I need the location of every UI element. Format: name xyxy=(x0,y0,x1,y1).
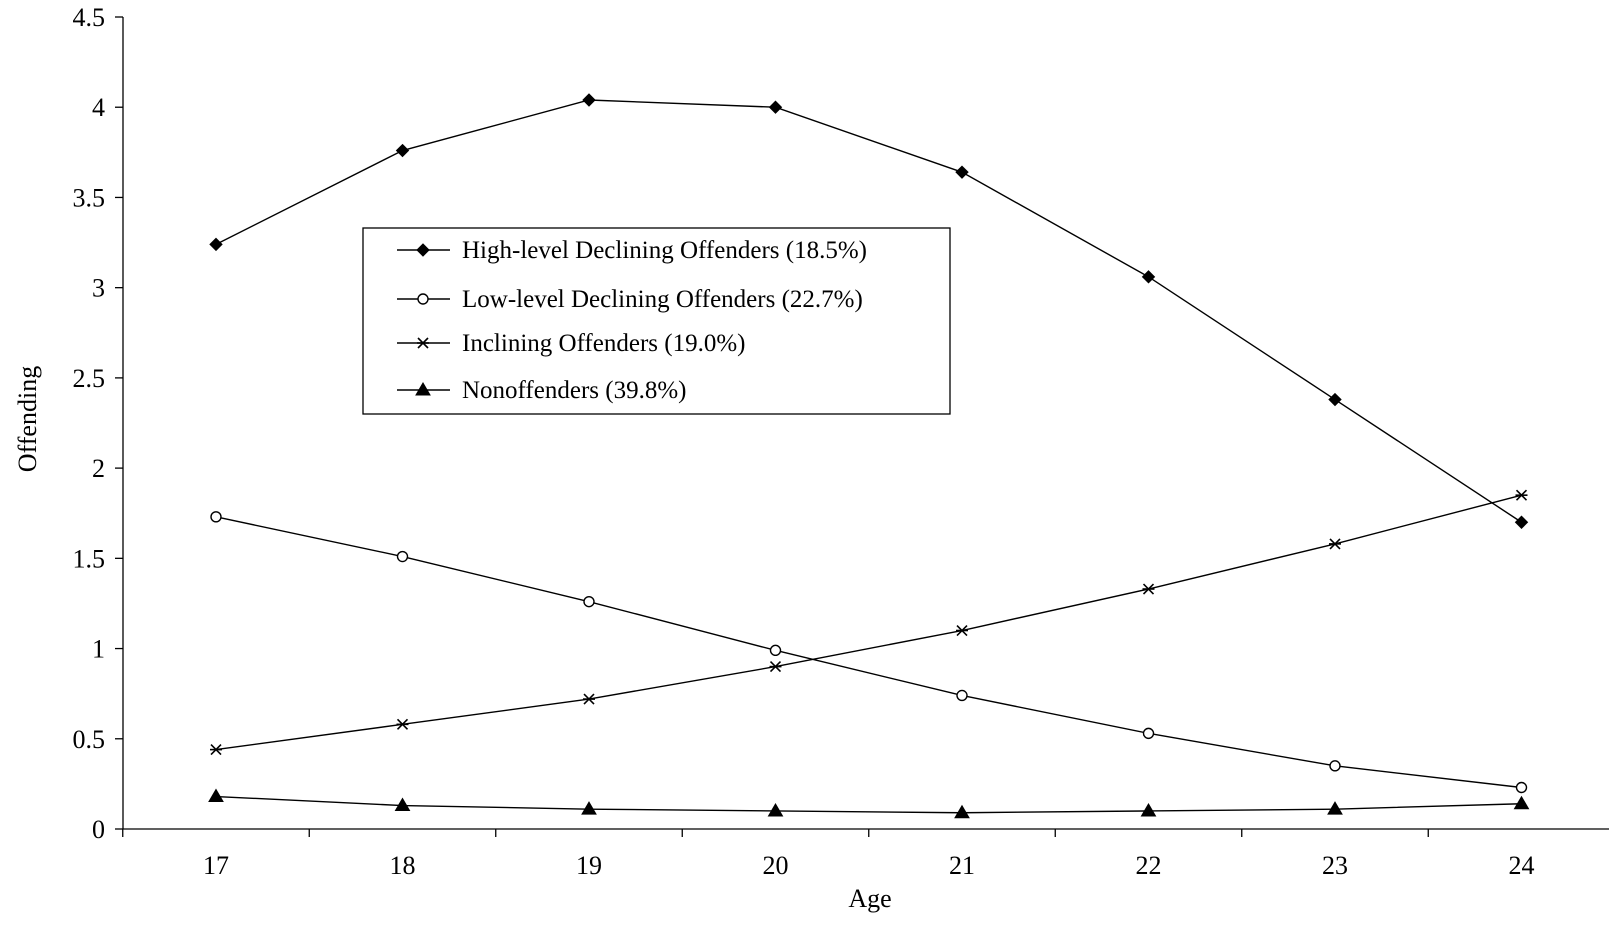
data-point xyxy=(396,718,409,730)
legend-label: Low-level Declining Offenders (22.7%) xyxy=(462,286,863,313)
legend-label: Inclining Offenders (19.0%) xyxy=(462,330,745,357)
data-point xyxy=(954,804,970,819)
data-point xyxy=(583,693,595,705)
x-tick-label: 20 xyxy=(763,851,789,880)
y-tick-label: 1 xyxy=(92,635,105,664)
legend-marker xyxy=(417,293,429,305)
legend-entry: Low-level Declining Offenders (22.7%) xyxy=(397,286,863,313)
y-tick-label: 3 xyxy=(92,274,105,303)
asterisk-stroke xyxy=(1142,583,1155,595)
series-line xyxy=(215,99,1522,523)
x-tick-label: 17 xyxy=(203,851,229,880)
x-tick-label: 18 xyxy=(390,851,416,880)
asterisk-stroke xyxy=(417,337,429,349)
series-line xyxy=(215,516,1522,789)
legend-box xyxy=(362,227,951,415)
x-tick-label: 21 xyxy=(949,851,975,880)
data-point xyxy=(582,93,596,107)
asterisk-stroke xyxy=(956,624,968,637)
data-point xyxy=(1142,727,1155,740)
data-point xyxy=(769,644,782,657)
y-tick-label: 1.5 xyxy=(73,544,106,573)
x-tick-label: 24 xyxy=(1509,851,1535,880)
series-4 xyxy=(208,788,1530,819)
legend-entry: High-level Declining Offenders (18.5%) xyxy=(397,237,867,264)
y-tick-label: 4 xyxy=(92,93,105,122)
data-point xyxy=(583,595,595,608)
y-tick-label: 2.5 xyxy=(73,364,106,393)
data-point xyxy=(1142,583,1155,595)
legend-entry: Inclining Offenders (19.0%) xyxy=(397,330,745,357)
legend-label: High-level Declining Offenders (18.5%) xyxy=(462,237,867,264)
data-point xyxy=(768,100,783,114)
data-point xyxy=(396,550,409,563)
data-point xyxy=(955,165,969,179)
x-tick-label: 22 xyxy=(1136,851,1162,880)
data-point xyxy=(1328,392,1342,407)
data-point xyxy=(209,237,223,252)
asterisk-stroke xyxy=(1515,489,1528,501)
y-tick-label: 0 xyxy=(92,815,105,844)
series-line xyxy=(215,795,1522,814)
asterisk-stroke xyxy=(583,693,595,705)
x-tick-label: 19 xyxy=(576,851,602,880)
data-point xyxy=(581,801,597,815)
legend: High-level Declining Offenders (18.5%) Lo… xyxy=(362,227,951,415)
legend-label: Nonoffenders (39.8%) xyxy=(462,377,686,404)
data-point xyxy=(1513,795,1530,810)
data-point xyxy=(767,802,784,817)
data-point xyxy=(1515,781,1528,794)
y-tick-label: 3.5 xyxy=(73,183,106,212)
data-point xyxy=(1327,801,1343,815)
data-point xyxy=(1515,489,1528,501)
data-point xyxy=(956,689,968,702)
data-point xyxy=(210,511,222,523)
series-2 xyxy=(210,511,1528,794)
asterisk-stroke xyxy=(769,661,782,673)
legend-marker xyxy=(415,382,431,396)
data-point xyxy=(956,624,968,637)
data-point xyxy=(769,661,782,673)
series-3 xyxy=(210,489,1528,756)
x-axis-title: Age xyxy=(848,884,891,913)
data-point xyxy=(1329,760,1341,772)
asterisk-stroke xyxy=(396,718,409,730)
legend-marker xyxy=(416,243,430,257)
data-point xyxy=(395,143,410,158)
y-tick-label: 2 xyxy=(92,454,105,483)
asterisk-stroke xyxy=(1329,538,1341,550)
data-point xyxy=(1141,270,1156,284)
data-point xyxy=(208,788,224,803)
data-point xyxy=(210,744,222,756)
series-1 xyxy=(209,93,1529,529)
asterisk-stroke xyxy=(210,744,222,756)
series-layer xyxy=(208,93,1530,819)
y-tick-label: 4.5 xyxy=(73,3,106,32)
data-point xyxy=(1329,538,1341,550)
legend-entry: Nonoffenders (39.8%) xyxy=(397,377,686,404)
legend-marker xyxy=(417,337,429,349)
series-line xyxy=(215,494,1522,751)
y-tick-label: 0.5 xyxy=(73,725,106,754)
axes: 0 0.5 1 1.5 2 2.5 3 3.5 4 4.5 17 18 19 20 21 22 23 24 xyxy=(73,3,1609,880)
data-point xyxy=(394,797,411,812)
data-point xyxy=(1140,802,1157,817)
y-axis-title: Offending xyxy=(13,366,42,472)
x-tick-label: 23 xyxy=(1322,851,1348,880)
data-point xyxy=(1514,515,1529,529)
